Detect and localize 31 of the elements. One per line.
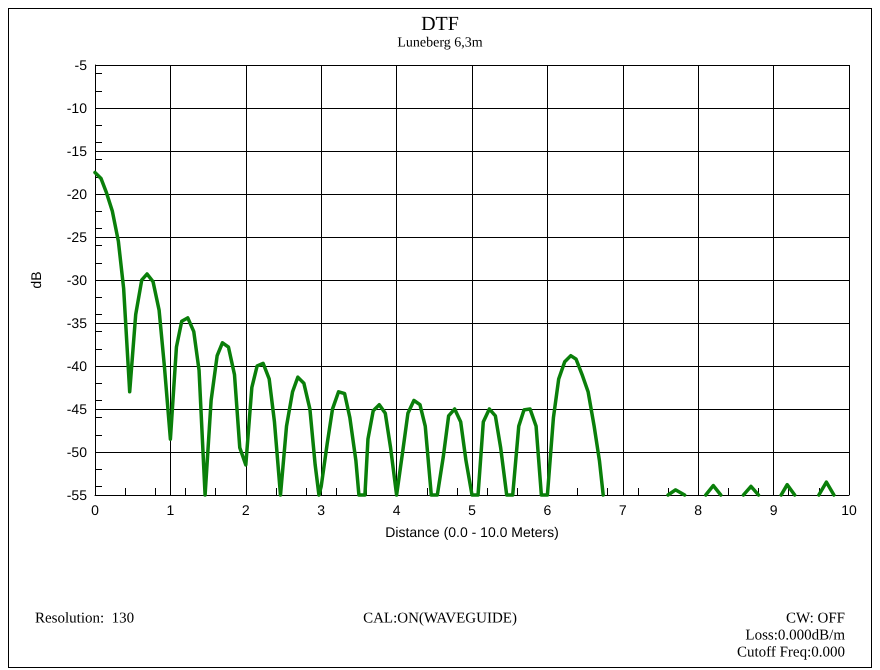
x-tick-label: 6 [544, 502, 552, 518]
x-tick-label: 0 [91, 502, 100, 518]
x-tick-label: 7 [618, 502, 627, 518]
y-tick-label: -5 [74, 57, 88, 73]
chart-subtitle: Luneberg 6,3m [397, 36, 483, 50]
y-tick-label: -40 [66, 358, 88, 374]
x-tick-label: 2 [242, 502, 250, 518]
y-axis-title: dB [28, 271, 44, 289]
text: CW: OFF [786, 610, 846, 626]
text: CAL:ON(WAVEGUIDE) [363, 610, 517, 626]
chart-title: DTF [421, 13, 459, 35]
x-tick-label: 4 [392, 502, 401, 518]
text: Resolution: 130 [35, 610, 134, 626]
y-tick-label: -50 [66, 444, 88, 460]
y-tick-label: -45 [66, 401, 88, 417]
text: Cutoff Freq:0.000 [736, 644, 846, 660]
text: Loss:0.000dB/m [745, 628, 846, 644]
x-tick-label: 9 [770, 502, 778, 518]
x-tick-label: 1 [166, 502, 174, 518]
y-tick-label: -10 [66, 100, 88, 116]
x-tick-label: 10 [841, 502, 857, 518]
y-tick-label: -55 [66, 487, 88, 503]
y-tick-label: -30 [66, 272, 88, 288]
y-tick-label: -35 [66, 315, 88, 331]
y-tick-label: -15 [66, 143, 88, 159]
y-tick-label: -20 [66, 186, 88, 202]
y-tick-label: -25 [66, 229, 88, 245]
x-tick-label: 3 [317, 502, 326, 518]
x-axis-title: Distance (0.0 - 10.0 Meters) [385, 524, 559, 540]
x-tick-label: 8 [694, 502, 702, 518]
x-tick-label: 5 [468, 502, 476, 518]
